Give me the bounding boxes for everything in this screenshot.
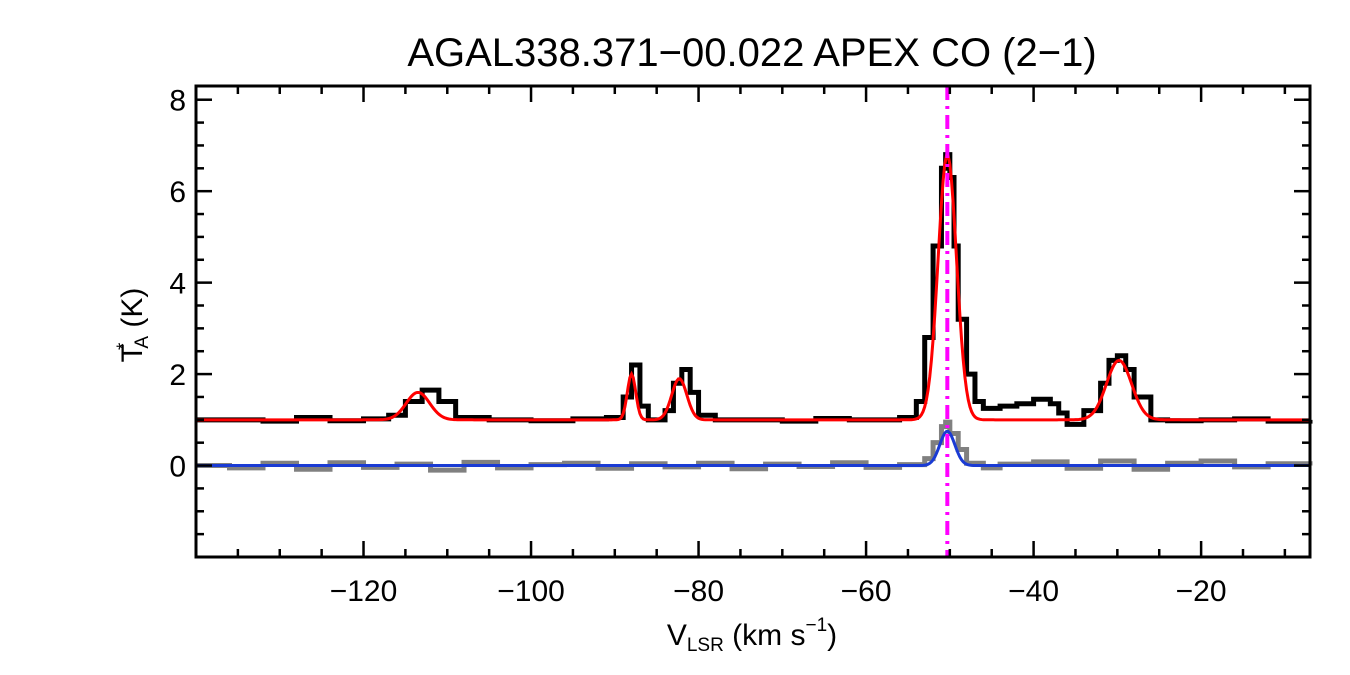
y-tick-label: 6 [169,176,186,209]
chart-title: AGAL338.371−00.022 APEX CO (2−1) [407,31,1096,75]
y-axis: 0 2 4 6 8 [169,85,1310,559]
x-axis-label: VLSR (km s−1) [667,615,837,656]
y-tick-label: 2 [169,359,186,392]
fit-curve-blue [196,429,1310,468]
x-axis: −120 −100 −80 −60 −40 −20 [236,86,1287,608]
spectrum-observed [196,152,1313,427]
x-tick-label: −60 [841,575,892,608]
spectrum-residual [196,419,1313,473]
x-tick-label: −120 [330,575,398,608]
x-tick-label: −80 [673,575,724,608]
fit-curve-red [196,154,1310,422]
x-tick-label: −40 [1008,575,1059,608]
x-tick-label: −20 [1176,575,1227,608]
plot-frame [194,84,1312,559]
y-tick-label: 8 [169,85,186,118]
y-tick-label: 0 [169,451,186,484]
plot-area [196,86,1313,557]
y-axis-label: T*A (K) [114,288,153,363]
x-tick-label: −100 [497,575,565,608]
y-tick-label: 4 [169,268,186,301]
